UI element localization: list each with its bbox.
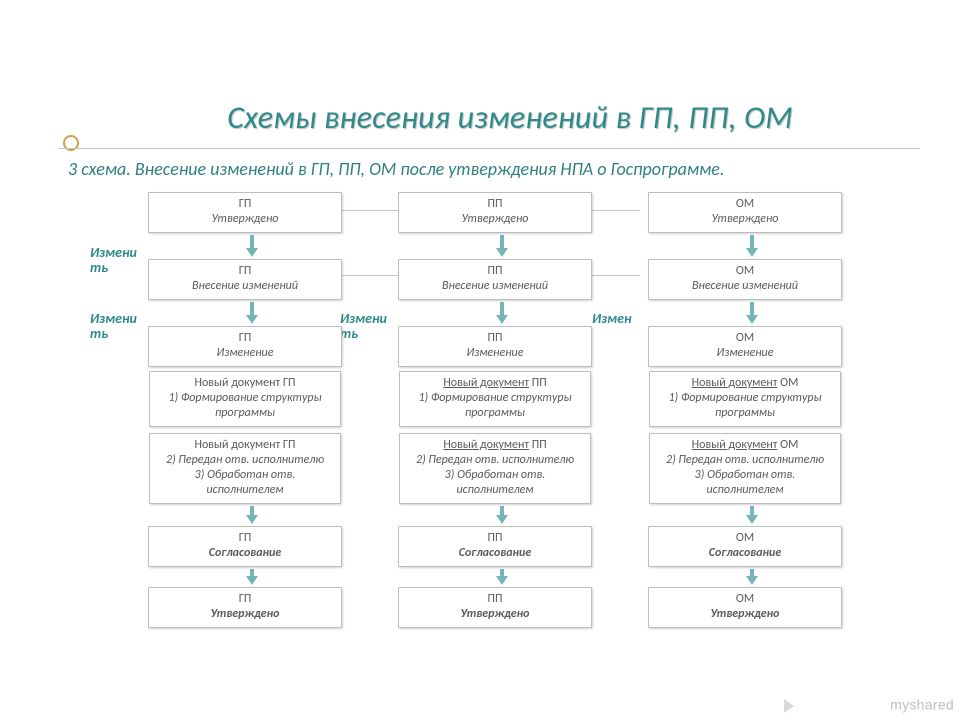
box-header: ОМ xyxy=(655,531,835,546)
box-header: ГП xyxy=(155,592,335,607)
box-pp-agree: ПП Согласование xyxy=(398,526,592,567)
box-header: ОМ xyxy=(655,264,835,279)
box-header: ПП xyxy=(405,531,585,546)
column-gp: ГП Утверждено ГП Внесение изменений ГП И… xyxy=(140,192,350,628)
box-om-changes: ОМ Внесение изменений xyxy=(648,259,842,300)
box-text: Новый документ ПП xyxy=(406,376,584,391)
box-header: ГП xyxy=(155,264,335,279)
box-text: Новый документ ПП xyxy=(406,438,584,453)
box-header: ГП xyxy=(155,197,335,212)
box-header: ГП xyxy=(155,531,335,546)
box-om-newdoc2: Новый документ ОМ 2) Передан отв. исполн… xyxy=(649,433,841,504)
box-om-approved2: ОМ Утверждено xyxy=(648,587,842,628)
box-om-approved: ОМ Утверждено xyxy=(648,192,842,233)
box-sub: Изменение xyxy=(405,346,585,361)
box-sub: Утверждено xyxy=(655,212,835,227)
box-header: ОМ xyxy=(655,592,835,607)
watermark: myshared xyxy=(780,696,954,716)
box-gp-newdoc1: Новый документ ГП 1) Формирование структ… xyxy=(149,371,341,427)
box-header: ПП xyxy=(405,264,585,279)
box-header: ПП xyxy=(405,197,585,212)
box-text: 2) Передан отв. исполнителю xyxy=(156,453,334,468)
box-gp-edit: ГП Изменение xyxy=(148,326,342,367)
box-sub: Утверждено xyxy=(155,212,335,227)
column-om: ОМ Утверждено ОМ Внесение изменений ОМ И… xyxy=(640,192,850,628)
box-sub: Внесение изменений xyxy=(655,279,835,294)
box-text: Новый документ ГП xyxy=(156,376,334,391)
box-sub: Согласование xyxy=(405,546,585,561)
box-gp-approved2: ГП Утверждено xyxy=(148,587,342,628)
box-gp-changes: ГП Внесение изменений xyxy=(148,259,342,300)
box-sub: Утверждено xyxy=(405,212,585,227)
box-om-newdoc1: Новый документ ОМ 1) Формирование структ… xyxy=(649,371,841,427)
box-gp-agree: ГП Согласование xyxy=(148,526,342,567)
box-gp-newdoc2: Новый документ ГП 2) Передан отв. исполн… xyxy=(149,433,341,504)
box-pp-approved2: ПП Утверждено xyxy=(398,587,592,628)
box-sub: Внесение изменений xyxy=(155,279,335,294)
slide: { "title": "Схемы внесения изменений в Г… xyxy=(0,0,960,720)
box-sub: Согласование xyxy=(655,546,835,561)
box-pp-approved: ПП Утверждено xyxy=(398,192,592,233)
box-sub: Утверждено xyxy=(655,607,835,622)
box-sub: Изменение xyxy=(655,346,835,361)
box-gp-approved: ГП Утверждено xyxy=(148,192,342,233)
box-header: ОМ xyxy=(655,331,835,346)
box-text: Новый документ ОМ xyxy=(656,438,834,453)
box-text: Новый документ ОМ xyxy=(656,376,834,391)
box-pp-newdoc1: Новый документ ПП 1) Формирование структ… xyxy=(399,371,591,427)
box-om-edit: ОМ Изменение xyxy=(648,326,842,367)
box-text: 3) Обработан отв. исполнителем xyxy=(156,468,334,498)
box-text: 2) Передан отв. исполнителю xyxy=(656,453,834,468)
box-header: ГП xyxy=(155,331,335,346)
box-text: Новый документ ГП xyxy=(156,438,334,453)
box-sub: Согласование xyxy=(155,546,335,561)
title-underline xyxy=(58,148,920,149)
box-sub: Утверждено xyxy=(155,607,335,622)
title-bullet-icon xyxy=(62,134,80,152)
box-text: 1) Формирование структуры программы xyxy=(656,391,834,421)
slide-subtitle: 3 схема. Внесение изменений в ГП, ПП, ОМ… xyxy=(68,158,920,180)
box-header: ПП xyxy=(405,331,585,346)
box-sub: Изменение xyxy=(155,346,335,361)
box-text: 1) Формирование структуры программы xyxy=(406,391,584,421)
box-pp-newdoc2: Новый документ ПП 2) Передан отв. исполн… xyxy=(399,433,591,504)
box-pp-changes: ПП Внесение изменений xyxy=(398,259,592,300)
box-header: ПП xyxy=(405,592,585,607)
slide-title: Схемы внесения изменений в ГП, ПП, ОМ xyxy=(120,98,900,137)
box-text: 2) Передан отв. исполнителю xyxy=(406,453,584,468)
box-sub: Утверждено xyxy=(405,607,585,622)
box-text: 3) Обработан отв. исполнителем xyxy=(406,468,584,498)
column-pp: ПП Утверждено ПП Внесение изменений ПП И… xyxy=(390,192,600,628)
box-sub: Внесение изменений xyxy=(405,279,585,294)
box-text: 3) Обработан отв. исполнителем xyxy=(656,468,834,498)
box-header: ОМ xyxy=(655,197,835,212)
box-text: 1) Формирование структуры программы xyxy=(156,391,334,421)
box-om-agree: ОМ Согласование xyxy=(648,526,842,567)
box-pp-edit: ПП Изменение xyxy=(398,326,592,367)
